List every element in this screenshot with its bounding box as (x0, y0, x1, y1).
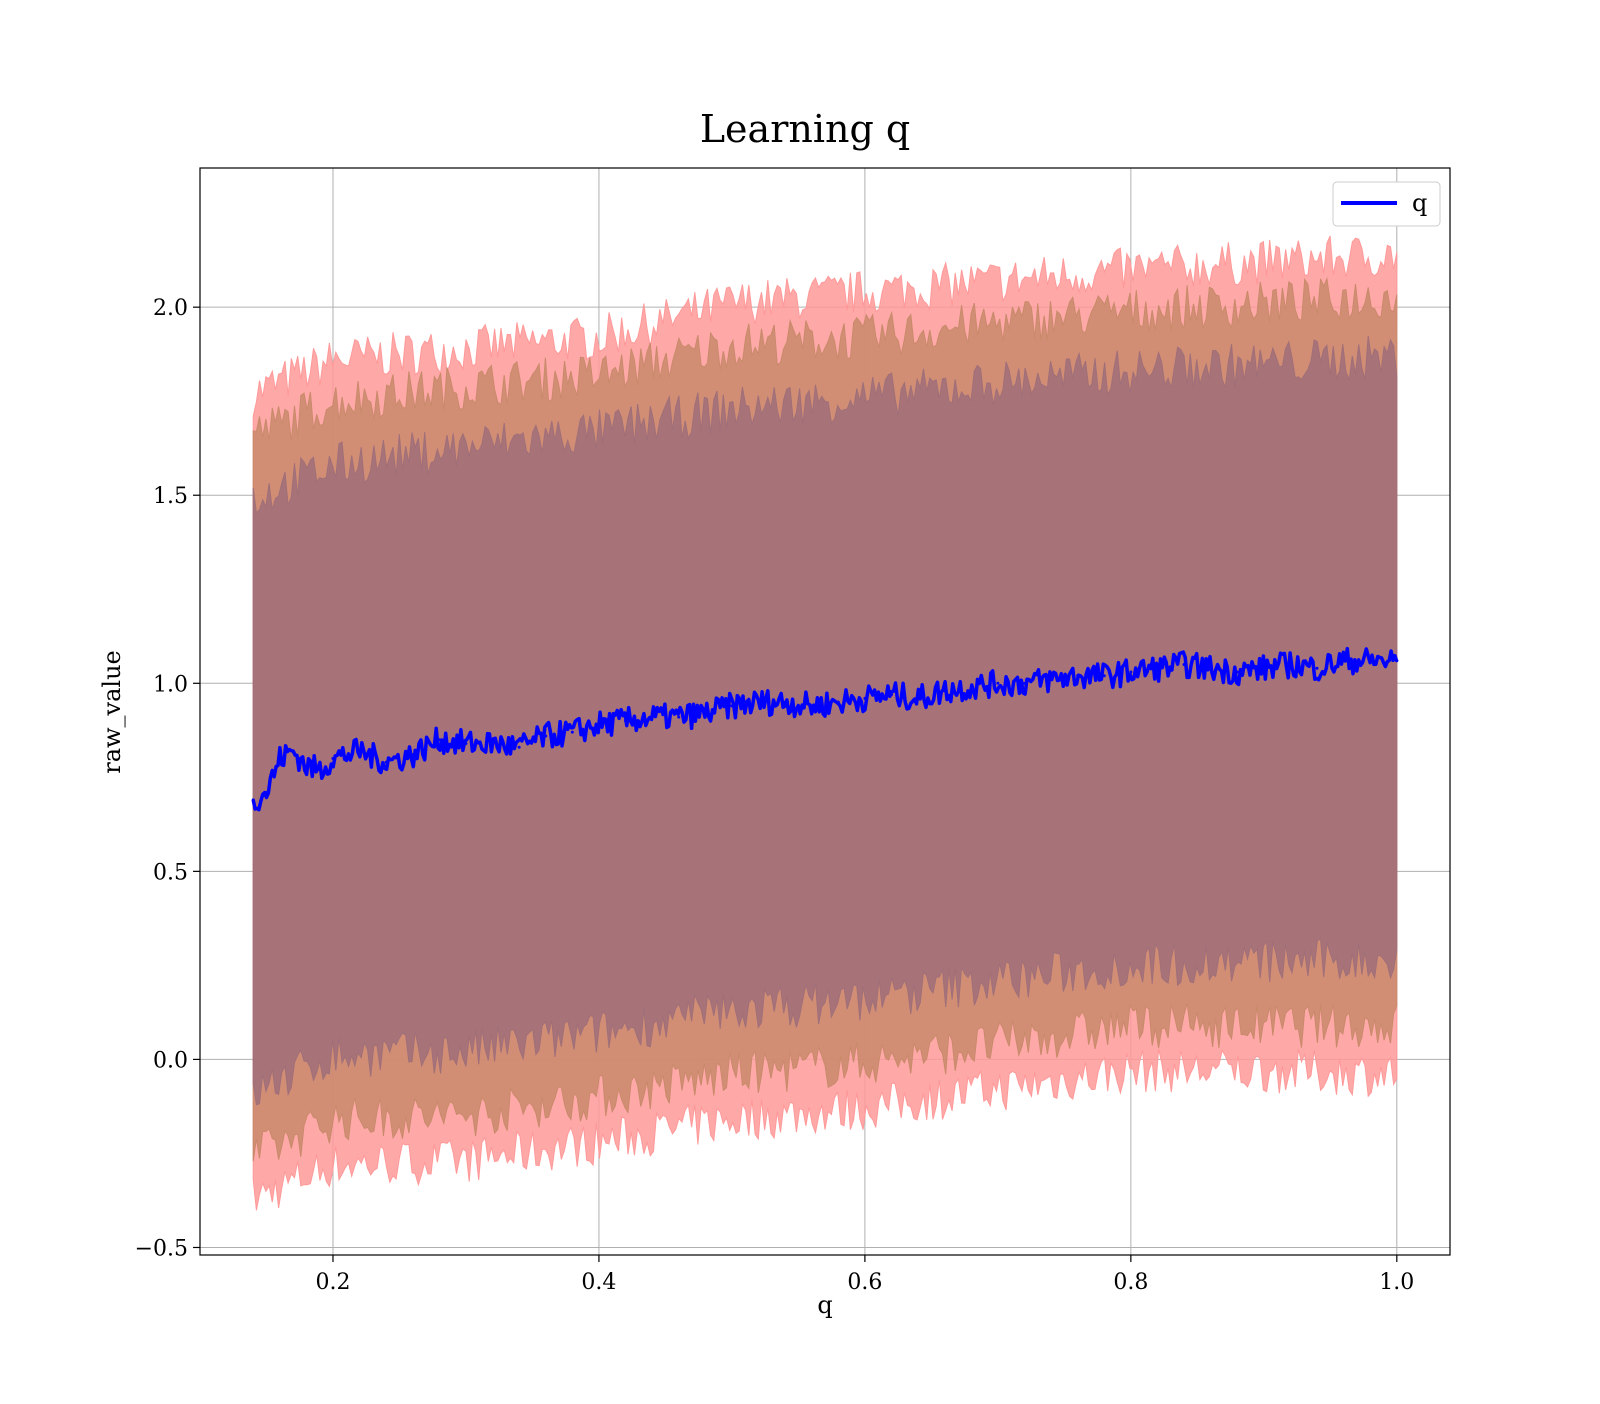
series-point-44 (1342, 659, 1346, 663)
series-point-38 (1182, 662, 1186, 666)
series-point-12 (491, 741, 495, 745)
y-tick-label-2: 0.5 (153, 860, 188, 885)
series-point-27 (889, 693, 893, 697)
series-point-25 (836, 700, 840, 704)
series-point-36 (1129, 670, 1133, 674)
legend: q (1332, 181, 1441, 227)
series-point-4 (304, 764, 308, 768)
series-point-3 (291, 749, 295, 753)
series-point-39 (1209, 666, 1213, 670)
series-point-33 (1049, 678, 1053, 682)
series-point-21 (730, 704, 734, 708)
chart-title: Learning q (700, 107, 910, 151)
series-point-17 (624, 719, 628, 723)
series-point-22 (757, 700, 761, 704)
x-tick-label-1: 0.4 (581, 1270, 616, 1295)
legend-label-q: q (1412, 189, 1427, 217)
series-point-14 (544, 734, 548, 738)
series-point-20 (703, 711, 707, 715)
band-2 (252, 335, 1398, 1106)
series-point-24 (810, 704, 814, 708)
series-point-40 (1235, 670, 1239, 674)
series-point-35 (1102, 674, 1106, 678)
y-tick-label-0: −0.5 (135, 1236, 188, 1261)
series-point-1 (264, 790, 268, 794)
confidence-bands (252, 235, 1398, 1211)
series-point-31 (996, 681, 1000, 685)
x-tick-label-4: 1.0 (1379, 1270, 1414, 1295)
y-ticks: −0.5 0.0 0.5 1.0 1.5 2.0 (135, 296, 200, 1261)
series-point-15 (570, 730, 574, 734)
x-tick-label-0: 0.2 (315, 1270, 350, 1295)
series-point-41 (1262, 666, 1266, 670)
series-point-43 (1315, 666, 1319, 670)
x-tick-label-3: 0.8 (1113, 1270, 1148, 1295)
series-point-8 (384, 760, 388, 764)
y-tick-label-3: 1.0 (153, 672, 188, 697)
series-point-19 (677, 715, 681, 719)
y-tick-label-5: 2.0 (153, 296, 188, 321)
series-point-42 (1288, 662, 1292, 666)
series-point-7 (358, 749, 362, 753)
series-point-32 (1022, 681, 1026, 685)
series-point-2 (278, 757, 282, 761)
x-tick-label-2: 0.6 (847, 1270, 882, 1295)
series-point-23 (783, 700, 787, 704)
series-point-6 (331, 757, 335, 761)
x-axis-label: q (817, 1291, 832, 1319)
series-point-37 (1155, 666, 1159, 670)
series-point-34 (1076, 674, 1080, 678)
series-point-28 (916, 696, 920, 700)
y-axis-label: raw_value (98, 650, 126, 774)
series-point-26 (863, 696, 867, 700)
series-point-0 (251, 798, 255, 802)
series-point-11 (464, 741, 468, 745)
series-line-0 (251, 646, 1399, 812)
series-point-29 (943, 689, 947, 693)
series-point-9 (411, 753, 415, 757)
series-lines (251, 646, 1399, 812)
plot-frame (199, 167, 1451, 1256)
series-point-13 (517, 745, 521, 749)
series-point-16 (597, 723, 601, 727)
y-tick-label-4: 1.5 (153, 484, 188, 509)
series-point-18 (650, 715, 654, 719)
series-point-46 (1395, 659, 1399, 663)
series-point-45 (1368, 659, 1372, 663)
series-point-30 (969, 685, 973, 689)
series-point-10 (437, 738, 441, 742)
series-point-5 (318, 768, 322, 772)
y-tick-label-1: 0.0 (153, 1048, 188, 1073)
x-ticks: 0.2 0.4 0.6 0.8 1.0 (315, 1255, 1414, 1295)
